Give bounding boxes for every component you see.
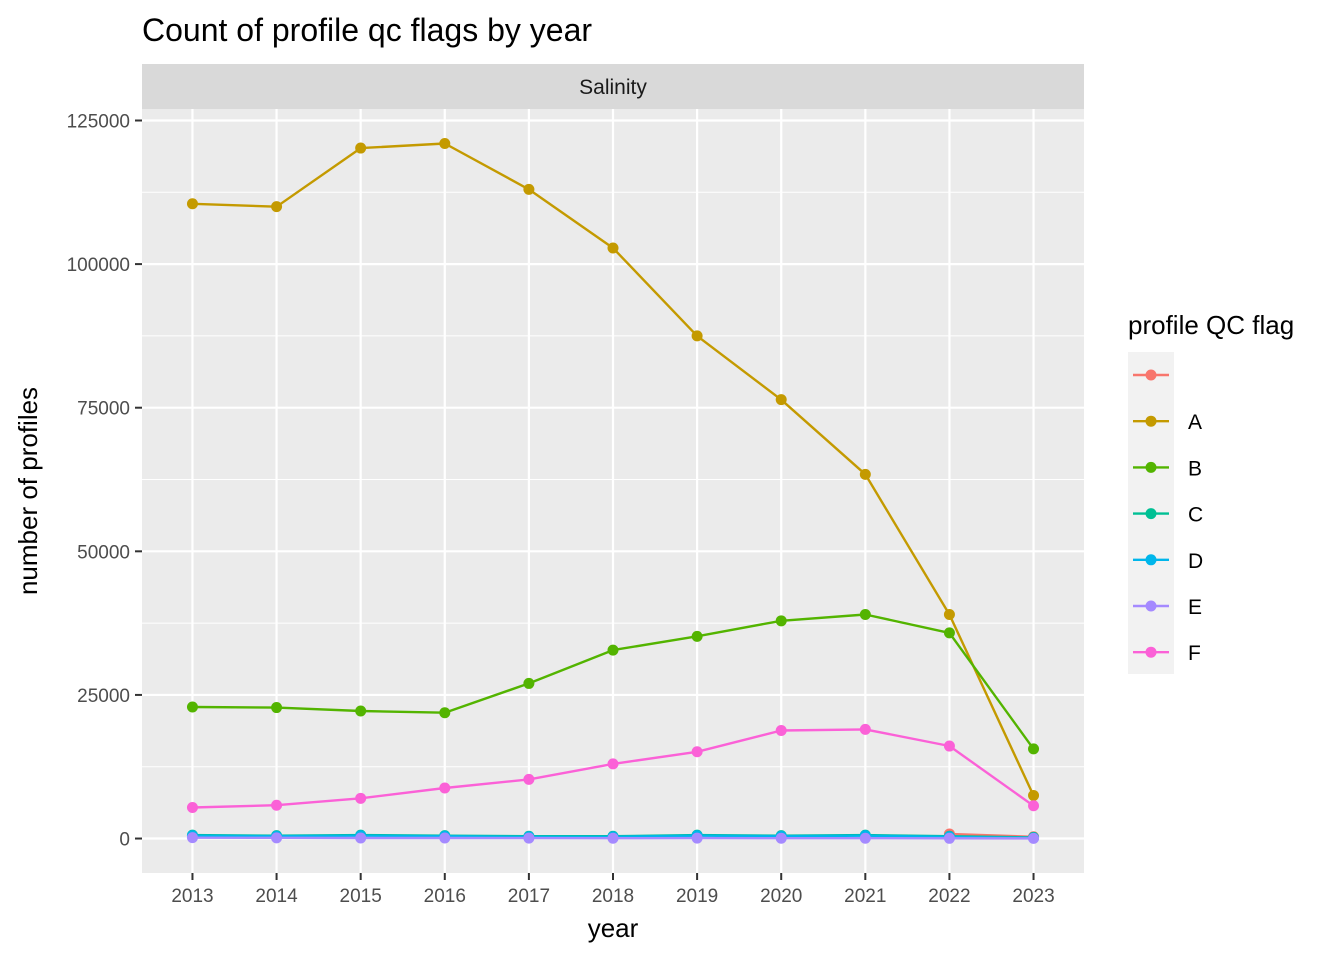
data-point [1028, 743, 1040, 755]
data-point [859, 832, 871, 844]
data-point [271, 832, 283, 844]
x-tick-label: 2013 [171, 886, 213, 907]
data-point [607, 644, 619, 656]
legend-key-point [1145, 461, 1157, 473]
data-point [186, 832, 198, 844]
legend-key-point [1145, 554, 1157, 566]
legend-label: A [1188, 411, 1202, 434]
data-point [607, 758, 619, 770]
legend-label: C [1188, 504, 1203, 527]
data-point [523, 832, 535, 844]
data-point [775, 725, 787, 737]
data-point [523, 183, 535, 195]
legend-item [1133, 369, 1169, 381]
x-axis: 2013 2014 2015 2016 2017 2018 2019 2020 2021 2022… [171, 873, 1055, 907]
series-A [186, 137, 1040, 801]
data-point [943, 740, 955, 752]
data-point [775, 394, 787, 406]
data-point [186, 802, 198, 814]
data-point [859, 468, 871, 480]
y-tick-label: 75000 [77, 399, 130, 420]
chart-title: Count of profile qc flags by year [142, 12, 592, 48]
data-point [859, 609, 871, 621]
data-point [691, 630, 703, 642]
data-point [186, 198, 198, 210]
data-point [439, 782, 451, 794]
data-point [943, 627, 955, 639]
data-point [691, 832, 703, 844]
series-F [186, 723, 1040, 814]
y-axis-title: number of profiles [13, 387, 43, 595]
data-point [943, 609, 955, 621]
data-point [607, 832, 619, 844]
y-tick-label: 0 [119, 830, 130, 851]
data-point [775, 832, 787, 844]
x-tick-label: 2015 [340, 886, 382, 907]
x-tick-label: 2016 [424, 886, 466, 907]
data-point [859, 723, 871, 735]
series-B [186, 609, 1040, 755]
legend-label: F [1188, 642, 1201, 665]
data-point [943, 832, 955, 844]
legend-label: D [1188, 550, 1203, 573]
x-tick-label: 2019 [676, 886, 718, 907]
data-point [1028, 832, 1040, 844]
y-tick-label: 100000 [67, 255, 130, 276]
legend-key-point [1145, 508, 1157, 520]
legend-key-point [1145, 369, 1157, 381]
legend-item: F [1133, 642, 1201, 665]
x-tick-label: 2018 [592, 886, 634, 907]
data-point [271, 799, 283, 811]
legend-item: C [1133, 504, 1203, 527]
legend-item: D [1133, 550, 1203, 573]
series-layer [186, 137, 1040, 844]
data-point [691, 330, 703, 342]
facet-strip-label: Salinity [579, 76, 647, 99]
legend-label: B [1188, 457, 1202, 480]
legend-label: E [1188, 596, 1202, 619]
data-point [271, 201, 283, 213]
data-point [355, 792, 367, 804]
data-point [523, 677, 535, 689]
y-tick-label: 50000 [77, 542, 130, 563]
x-axis-title: year [588, 913, 639, 943]
data-point [186, 701, 198, 713]
x-tick-label: 2014 [255, 886, 298, 907]
data-point [523, 773, 535, 785]
x-tick-label: 2020 [760, 886, 802, 907]
data-point [355, 142, 367, 154]
series-E [186, 832, 1040, 844]
legend-key-point [1145, 415, 1157, 427]
data-point [607, 242, 619, 254]
y-tick-label: 25000 [77, 686, 130, 707]
x-tick-label: 2023 [1012, 886, 1054, 907]
data-point [775, 615, 787, 627]
legend-key-point [1145, 600, 1157, 612]
data-point [439, 832, 451, 844]
data-point [439, 137, 451, 149]
facet-strip [142, 64, 1084, 109]
legend-item: E [1133, 596, 1202, 619]
data-point [1028, 789, 1040, 801]
data-point [439, 707, 451, 719]
x-tick-label: 2021 [844, 886, 886, 907]
x-tick-label: 2017 [508, 886, 550, 907]
legend-item: A [1133, 411, 1202, 434]
data-point [355, 832, 367, 844]
data-point [355, 705, 367, 717]
data-point [1028, 800, 1040, 812]
data-point [691, 746, 703, 758]
legend-item: B [1133, 457, 1202, 480]
y-tick-label: 125000 [67, 111, 130, 132]
data-point [271, 702, 283, 714]
x-tick-label: 2022 [928, 886, 970, 907]
legend-title: profile QC flag [1128, 310, 1294, 340]
legend-key-point [1145, 646, 1157, 658]
y-axis: 0 25000 50000 75000 100000 125000 [67, 111, 142, 851]
